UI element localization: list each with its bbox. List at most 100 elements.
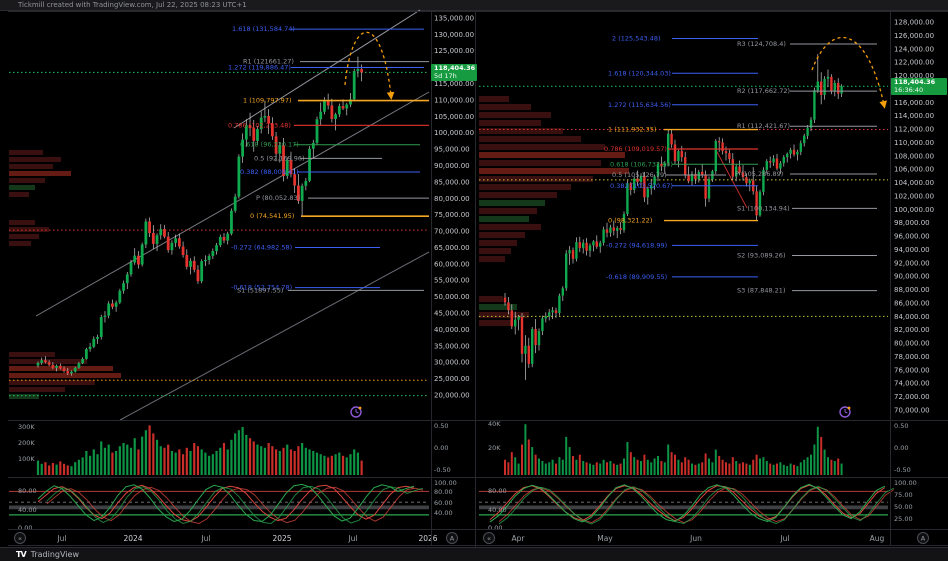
candle-body [163,229,166,237]
volume-bar [312,451,315,475]
level-label: R2 (117,662.72) [737,87,790,95]
price-axis-tick: 50,000.00 [434,293,470,301]
candle-body [308,148,311,181]
candle-body [701,171,704,175]
candle-body [222,236,226,241]
candle-body [166,236,170,251]
stoch-green-line [489,483,886,523]
stoch-axis-tick: 0.00 [18,524,32,532]
level-label: 0 (74,541.95) [250,212,294,220]
candle-body [806,127,809,136]
volume-profile-bar [9,227,49,232]
candle-body [809,119,813,128]
candle-body [293,174,297,186]
candle-body [592,241,595,246]
candle-body [88,346,92,350]
volume-profile-bar [9,150,43,155]
candle-body [218,236,222,246]
candle-body [602,229,605,243]
candle-body [177,238,181,247]
volume-bar [827,457,829,475]
volume-profile-bar [9,178,45,183]
candle-body [315,119,319,143]
candle-body [755,191,758,216]
replay-clock-icon[interactable] [839,406,851,418]
volume-bar [319,454,322,475]
price-axis-tick: 55,000.00 [434,277,470,285]
candle-body [724,151,728,154]
candle-body [62,368,66,372]
candle-body [241,139,244,157]
candle-body [619,228,622,231]
candle-body [823,78,826,95]
volume-bar [789,463,792,475]
volume-bar [629,452,632,475]
candle-body [616,228,619,231]
volume-bar [81,457,84,475]
indicator-axis-tick: 0.00 [894,444,908,452]
candle-body [551,310,554,313]
volume-profile-bar [9,373,121,378]
time-axis-left-button[interactable]: « [483,532,495,544]
volume-bar [62,463,66,475]
volume-bar [548,462,551,475]
volume-bar [823,449,826,475]
volume-bar [544,463,547,475]
time-axis-left-button[interactable]: « [14,532,26,544]
level-label: 0.5 (92,169.96) [254,154,305,162]
candle-body [215,245,218,252]
level-label: P (80,052.83) [256,194,300,202]
tradingview-brand-link[interactable]: TradingView [30,550,79,559]
candle-body [718,141,721,143]
candle-body [352,71,356,100]
trendline [715,149,748,209]
time-axis-right-button[interactable]: A [446,532,458,544]
stoch-axis-tick: 80.00 [434,488,453,496]
candle-body [595,241,598,247]
candle-body [738,166,741,173]
time-axis-label: 2024 [123,534,142,543]
stoch-axis-tick: 40.00 [488,506,507,514]
volume-bar [578,454,581,475]
volume-bar [612,463,615,475]
candle-body [144,221,148,245]
volume-bar [684,457,687,475]
volume-bar [126,444,129,475]
replay-clock-icon[interactable] [350,406,362,418]
volume-bar [599,463,602,475]
candle-body [81,358,85,364]
volume-profile-bar [479,96,509,102]
volume-bar [185,447,188,475]
volume-bar [694,464,697,475]
price-axis-tick: 88,000.00 [894,286,930,294]
price-axis-tick: 125,000.00 [434,47,474,55]
level-label: S2 (93,089.26) [737,252,785,260]
candle-body [326,100,330,106]
price-axis-tick: 106,000.00 [894,166,934,174]
trendline [35,91,430,317]
volume-bar [267,443,270,475]
volume-profile-bar [479,176,593,182]
volume-bar [820,436,823,475]
volume-profile-bar [479,304,517,310]
volume-bar [230,439,233,475]
price-axis-tick: 45,000.00 [434,310,470,318]
candle-body [237,156,241,197]
candle-body [731,159,734,177]
price-axis-tick: 72,000.00 [894,393,930,401]
level-label: 0.618 (106,732.90) [610,160,673,168]
volume-profile-bar [479,256,505,262]
candle-body [670,133,673,145]
volume-bar [297,446,300,475]
volume-bar [646,459,649,475]
candle-body [548,312,551,317]
time-axis-right-button[interactable]: A [917,532,929,544]
volume-bar [510,452,513,475]
volume-bar [687,459,690,475]
tradingview-logo-icon[interactable]: TV [16,550,27,559]
candle-body [585,242,588,251]
candle-body [813,90,816,120]
price-axis-tick: 40,000.00 [434,326,470,334]
candle-body [527,345,530,364]
